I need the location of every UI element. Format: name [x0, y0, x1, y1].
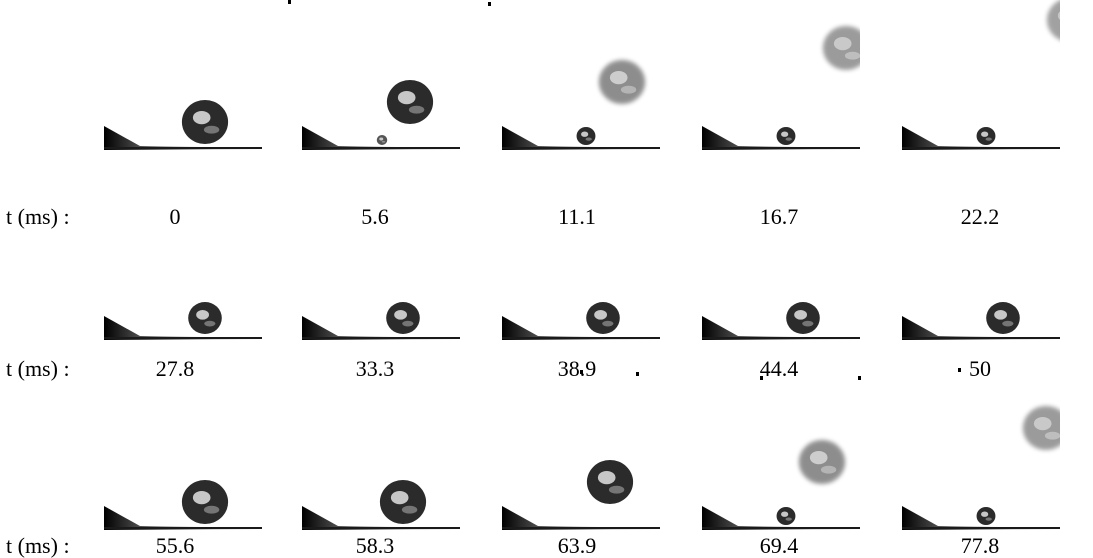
scan-speck: [636, 372, 639, 376]
main-droplet: [986, 302, 1020, 334]
scan-speck: [760, 376, 763, 380]
droplet-frame: [498, 380, 660, 530]
time-value-label: 11.1: [558, 204, 596, 229]
time-row-label: t (ms) :: [6, 204, 70, 229]
droplet-frame: [100, 0, 262, 150]
substrate-surface: [702, 316, 860, 340]
substrate-surface: [502, 506, 660, 530]
main-droplet: [586, 302, 620, 334]
main-droplet: [386, 80, 434, 124]
droplet-frame: [298, 190, 460, 340]
droplet-frame: [298, 0, 460, 150]
time-value-label: 22.2: [960, 204, 1000, 229]
satellite-droplet: [976, 507, 996, 525]
time-value-label: 33.3: [355, 356, 395, 381]
airborne-droplet: [1022, 406, 1060, 450]
substrate-surface: [302, 506, 460, 530]
droplet-frame: [898, 190, 1060, 340]
scan-speck: [858, 376, 861, 380]
time-value-label: 63.9: [557, 533, 597, 558]
substrate-surface: [104, 316, 262, 340]
scan-speck: [580, 370, 583, 374]
time-value-label: 77.8: [960, 533, 1000, 558]
main-droplet: [786, 302, 820, 334]
time-value-label: 55.6: [155, 533, 195, 558]
airborne-droplet: [1046, 0, 1060, 40]
substrate-surface: [104, 126, 262, 150]
droplet-frame: [898, 380, 1060, 530]
time-value-label: 16.7: [759, 204, 799, 229]
scan-speck: [488, 2, 491, 6]
satellite-droplet: [576, 127, 596, 145]
satellite-droplet: [776, 507, 796, 525]
airborne-droplet: [822, 26, 860, 70]
scan-speck: [288, 0, 291, 4]
time-value-label: 69.4: [759, 533, 799, 558]
time-value-label: 38.9: [557, 356, 597, 381]
main-droplet: [586, 460, 634, 504]
main-droplet: [379, 480, 427, 524]
main-droplet: [188, 302, 222, 334]
time-value-label: 50: [969, 356, 991, 381]
droplet-frame: [100, 380, 262, 530]
droplet-frame: [698, 380, 860, 530]
main-droplet: [181, 100, 229, 144]
satellite-droplet: [976, 127, 996, 145]
airborne-droplet: [598, 60, 646, 104]
time-value-label: 5.6: [361, 204, 389, 229]
substrate-surface: [502, 316, 660, 340]
droplet-frame: [100, 190, 262, 340]
time-value-label: 0: [169, 204, 181, 229]
droplet-frame: [298, 380, 460, 530]
droplet-frame: [898, 0, 1060, 150]
scan-speck: [958, 368, 961, 372]
substrate-surface: [902, 316, 1060, 340]
droplet-frame: [498, 190, 660, 340]
substrate-surface: [104, 506, 262, 530]
satellite-droplet: [776, 127, 796, 145]
satellite-droplet: [376, 135, 388, 145]
droplet-frame: [698, 0, 860, 150]
time-value-label: 58.3: [355, 533, 395, 558]
time-value-label: 27.8: [155, 356, 195, 381]
main-droplet: [181, 480, 229, 524]
time-row-label: t (ms) :: [6, 533, 70, 558]
substrate-surface: [302, 316, 460, 340]
main-droplet: [386, 302, 420, 334]
time-row-label: t (ms) :: [6, 356, 70, 381]
time-value-label: 44.4: [759, 356, 799, 381]
airborne-droplet: [798, 440, 846, 484]
droplet-frame: [698, 190, 860, 340]
droplet-frame: [498, 0, 660, 150]
